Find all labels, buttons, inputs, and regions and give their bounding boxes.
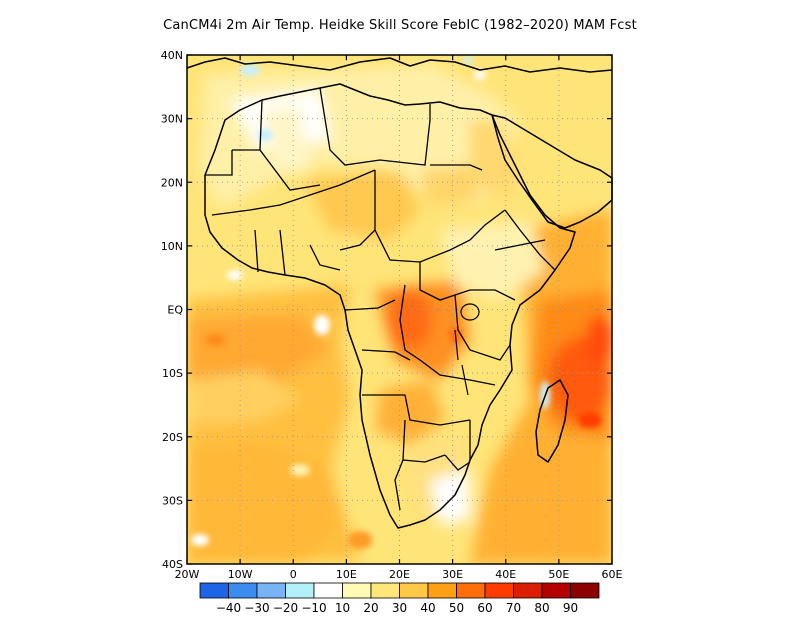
colorbar-label: 40 xyxy=(420,601,435,615)
colorbar-label: 10 xyxy=(335,601,350,615)
colorbar-label: 60 xyxy=(477,601,492,615)
x-tick-label: 10E xyxy=(336,568,357,581)
country-borders xyxy=(205,87,556,511)
colorbar-label: 70 xyxy=(506,601,521,615)
colorbar-label: −30 xyxy=(244,601,269,615)
y-tick-label: EQ xyxy=(167,304,183,317)
colorbar-label: 20 xyxy=(363,601,378,615)
x-tick-label: 10W xyxy=(228,568,253,581)
colorbar-label: −10 xyxy=(301,601,326,615)
x-tick-label: 40E xyxy=(495,568,516,581)
y-tick-label: 10S xyxy=(162,367,183,380)
y-tick-label: 40S xyxy=(162,558,183,571)
y-tick-label: 20N xyxy=(161,176,183,189)
x-tick-label: 50E xyxy=(548,568,569,581)
lakes xyxy=(454,303,480,396)
colorbar xyxy=(199,582,600,599)
colorbar-swatch xyxy=(370,582,400,599)
colorbar-label: 90 xyxy=(563,601,578,615)
y-tick-label: 20S xyxy=(162,431,183,444)
map-title: CanCM4i 2m Air Temp. Heidke Skill Score … xyxy=(163,18,637,33)
colorbar-label: −40 xyxy=(216,601,241,615)
skill-score-field xyxy=(187,55,612,564)
colorbar-swatch xyxy=(427,582,457,599)
colorbar-swatch xyxy=(456,582,486,599)
colorbar-label: 50 xyxy=(449,601,464,615)
graticule xyxy=(187,55,612,564)
colorbar-swatch xyxy=(541,582,571,599)
y-tick-label: 10N xyxy=(161,240,183,253)
colorbar-swatch xyxy=(342,582,372,599)
colorbar-swatch xyxy=(285,582,315,599)
colorbar-label: 80 xyxy=(534,601,549,615)
x-tick-label: 0 xyxy=(290,568,297,581)
x-tick-label: 20W xyxy=(175,568,200,581)
colorbar-swatch xyxy=(256,582,286,599)
colorbar-swatch xyxy=(399,582,429,599)
colorbar-swatch xyxy=(570,582,600,599)
coastline xyxy=(186,57,613,529)
colorbar-label: −20 xyxy=(273,601,298,615)
y-tick-label: 30N xyxy=(161,113,183,126)
x-tick-label: 60E xyxy=(602,568,623,581)
colorbar-swatch xyxy=(313,582,343,599)
y-tick-label: 30S xyxy=(162,494,183,507)
colorbar-label: 30 xyxy=(392,601,407,615)
colorbar-swatch xyxy=(484,582,514,599)
colorbar-swatch xyxy=(513,582,543,599)
x-tick-label: 20E xyxy=(389,568,410,581)
y-tick-label: 40N xyxy=(161,49,183,62)
x-tick-label: 30E xyxy=(442,568,463,581)
colorbar-swatch xyxy=(228,582,258,599)
colorbar-swatch xyxy=(199,582,229,599)
